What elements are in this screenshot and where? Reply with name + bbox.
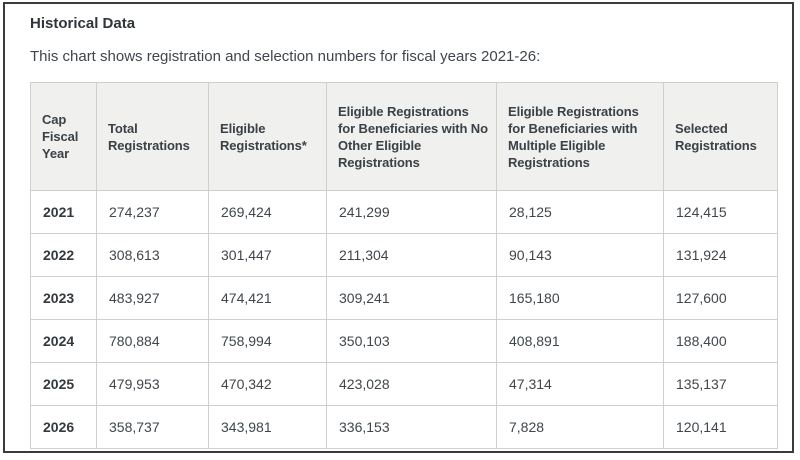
section-description: This chart shows registration and select…	[30, 48, 541, 65]
col-header-total-registrations: Total Registrations	[96, 82, 209, 191]
cell-multiple-eligible: 28,125	[496, 190, 664, 234]
cell-total-registrations: 308,613	[96, 233, 209, 277]
screenshot-frame: Historical Data This chart shows registr…	[3, 2, 794, 453]
cell-eligible-registrations: 474,421	[208, 276, 327, 320]
col-header-cap-fiscal-year: Cap Fiscal Year	[30, 82, 97, 191]
table-row: 2024 780,884 758,994 350,103 408,891 188…	[30, 319, 778, 363]
cell-eligible-registrations: 301,447	[208, 233, 327, 277]
cell-total-registrations: 358,737	[96, 405, 209, 449]
col-header-multiple-eligible: Eligible Registrations for Beneficiaries…	[496, 82, 664, 191]
cell-fiscal-year: 2024	[30, 319, 97, 363]
cell-no-other-eligible: 336,153	[326, 405, 497, 449]
cell-fiscal-year: 2025	[30, 362, 97, 406]
cell-multiple-eligible: 47,314	[496, 362, 664, 406]
section-title: Historical Data	[30, 15, 136, 32]
cell-no-other-eligible: 211,304	[326, 233, 497, 277]
cell-no-other-eligible: 350,103	[326, 319, 497, 363]
cell-selected-registrations: 127,600	[663, 276, 778, 320]
cell-fiscal-year: 2023	[30, 276, 97, 320]
cell-multiple-eligible: 7,828	[496, 405, 664, 449]
header-row: Cap Fiscal Year Total Registrations Elig…	[30, 82, 778, 191]
cell-selected-registrations: 135,137	[663, 362, 778, 406]
cell-fiscal-year: 2021	[30, 190, 97, 234]
cell-multiple-eligible: 90,143	[496, 233, 664, 277]
table-row: 2026 358,737 343,981 336,153 7,828 120,1…	[30, 405, 778, 449]
cell-selected-registrations: 188,400	[663, 319, 778, 363]
cell-eligible-registrations: 470,342	[208, 362, 327, 406]
col-header-eligible-registrations: Eligible Registrations*	[208, 82, 327, 191]
cell-fiscal-year: 2022	[30, 233, 97, 277]
col-header-no-other-eligible: Eligible Registrations for Beneficiaries…	[326, 82, 497, 191]
cell-fiscal-year: 2026	[30, 405, 97, 449]
table-row: 2025 479,953 470,342 423,028 47,314 135,…	[30, 362, 778, 406]
cell-selected-registrations: 124,415	[663, 190, 778, 234]
cell-eligible-registrations: 758,994	[208, 319, 327, 363]
cell-total-registrations: 479,953	[96, 362, 209, 406]
cell-total-registrations: 483,927	[96, 276, 209, 320]
cell-eligible-registrations: 269,424	[208, 190, 327, 234]
cell-total-registrations: 274,237	[96, 190, 209, 234]
cell-no-other-eligible: 309,241	[326, 276, 497, 320]
cell-multiple-eligible: 408,891	[496, 319, 664, 363]
cell-multiple-eligible: 165,180	[496, 276, 664, 320]
table-row: 2021 274,237 269,424 241,299 28,125 124,…	[30, 190, 778, 234]
cell-no-other-eligible: 423,028	[326, 362, 497, 406]
cell-selected-registrations: 131,924	[663, 233, 778, 277]
col-header-selected-registrations: Selected Registrations	[663, 82, 778, 191]
page-content: Historical Data This chart shows registr…	[5, 4, 792, 449]
historical-data-table: Cap Fiscal Year Total Registrations Elig…	[30, 82, 778, 449]
table-row: 2022 308,613 301,447 211,304 90,143 131,…	[30, 233, 778, 277]
cell-no-other-eligible: 241,299	[326, 190, 497, 234]
cell-eligible-registrations: 343,981	[208, 405, 327, 449]
cell-total-registrations: 780,884	[96, 319, 209, 363]
cell-selected-registrations: 120,141	[663, 405, 778, 449]
table-row: 2023 483,927 474,421 309,241 165,180 127…	[30, 276, 778, 320]
